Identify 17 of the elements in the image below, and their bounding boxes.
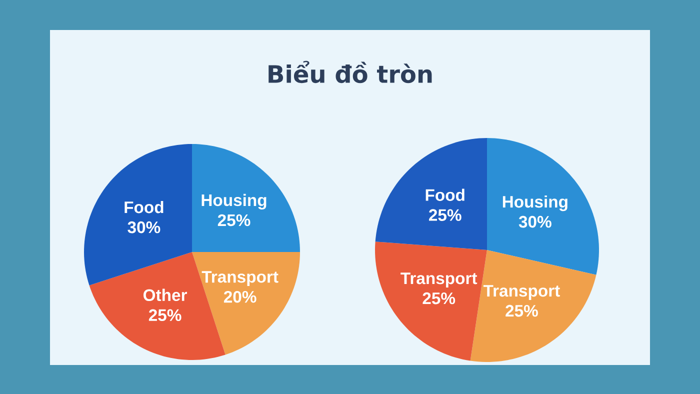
data-label: 25% [506, 304, 538, 317]
slice-label: Housing [502, 195, 568, 212]
data-label: 20% [224, 290, 256, 303]
data-label: 25% [148, 309, 182, 322]
slice-label: Transport [400, 272, 478, 288]
slice-label: Transport [202, 271, 278, 286]
slice-label: Transport [483, 285, 560, 300]
data-label: 25% [218, 214, 250, 226]
text: Biểu đồ tròn [268, 60, 432, 84]
slice-label: Food [124, 200, 164, 214]
data-label: 30% [128, 221, 160, 234]
data-label: 25% [429, 209, 462, 221]
slice-label: Other [144, 288, 188, 302]
slice-label: Housing [202, 194, 266, 210]
data-label: 25% [422, 292, 456, 304]
slice-label: Food [426, 188, 464, 201]
data-label: 30% [518, 216, 552, 228]
